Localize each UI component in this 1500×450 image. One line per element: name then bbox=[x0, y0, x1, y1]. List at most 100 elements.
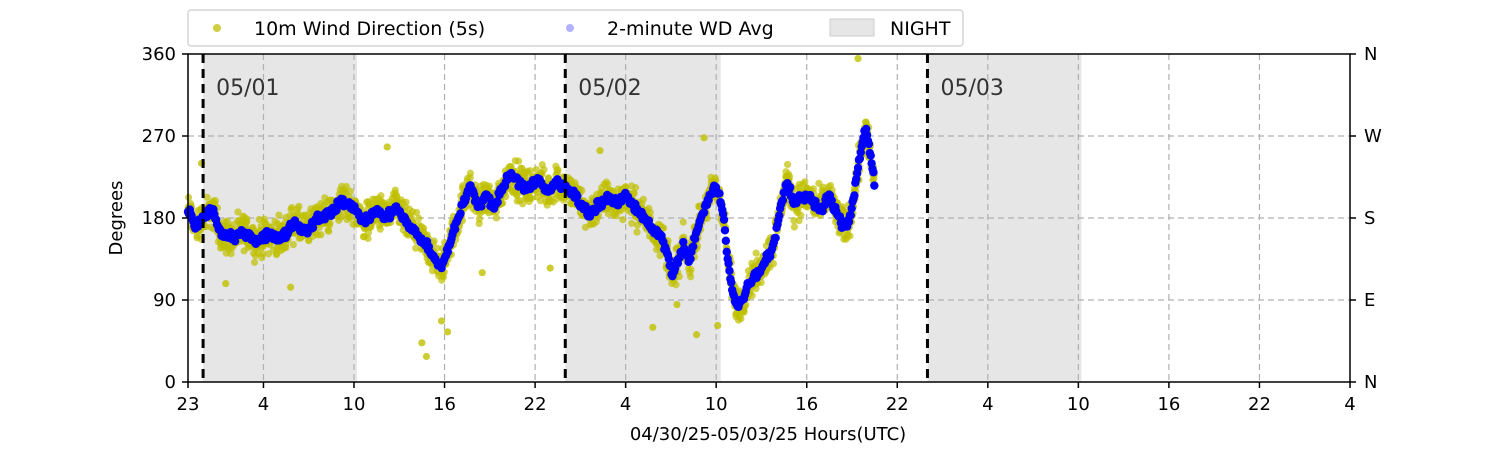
wd-avg-point-600 bbox=[727, 278, 736, 287]
wind-direction-point-859 bbox=[475, 219, 483, 228]
wind-direction-point-126 bbox=[227, 250, 235, 258]
x-tick-label-2: 10 bbox=[343, 394, 366, 415]
wind-direction-point-1459 bbox=[679, 218, 687, 226]
wd-avg-point-342 bbox=[493, 197, 502, 207]
wind-direction-point-148 bbox=[234, 208, 242, 216]
wind-direction-outlier-6 bbox=[692, 331, 701, 339]
wind-direction-point-1480 bbox=[686, 273, 695, 281]
y-right-label-3: W bbox=[1364, 126, 1382, 147]
legend-patch-night bbox=[829, 18, 875, 37]
legend-label-wind-direction: 10m Wind Direction (5s) bbox=[254, 18, 485, 40]
wd-avg-point-752 bbox=[864, 139, 874, 149]
wind-direction-point-937 bbox=[502, 192, 510, 201]
x-tick-label-13: 4 bbox=[1344, 394, 1355, 415]
legend: 10m Wind Direction (5s) 2-minute WD Avg … bbox=[187, 9, 964, 47]
wind-direction-outlier-3 bbox=[437, 317, 446, 325]
axis-ticks: 23 4 10 16 22 4 10 16 22 4 10 16 22 4 0 90 180 270 360 N E S W… bbox=[142, 44, 1382, 415]
wd-avg-point-653 bbox=[775, 211, 784, 220]
x-tick-label-12: 22 bbox=[1248, 394, 1271, 415]
wind-direction-outlier-5 bbox=[546, 264, 554, 272]
wd-avg-point-531 bbox=[664, 254, 673, 264]
wind-direction-point-1439 bbox=[672, 281, 680, 289]
wd-avg-point-665 bbox=[785, 183, 795, 192]
x-axis-title: 04/30/25-05/03/25 Hours(UTC) bbox=[630, 424, 906, 445]
wd-avg-point-754 bbox=[866, 151, 875, 160]
wind-direction-point-1772 bbox=[785, 172, 794, 181]
wd-avg-point-649 bbox=[771, 233, 780, 243]
wind-direction-outlier-1 bbox=[418, 339, 426, 347]
x-tick-label-11: 16 bbox=[1157, 394, 1180, 415]
wind-direction-outlier-14 bbox=[383, 143, 391, 151]
wd-avg-point-598 bbox=[725, 266, 734, 275]
wind-direction-point-695 bbox=[420, 224, 428, 232]
wind-direction-point-908 bbox=[492, 214, 501, 222]
wind-direction-point-1674 bbox=[752, 249, 760, 257]
wind-direction-point-1090 bbox=[554, 166, 562, 174]
x-tick-label-5: 4 bbox=[620, 394, 631, 415]
legend-label-wd-avg: 2-minute WD Avg bbox=[607, 18, 774, 40]
x-tick-label-7: 16 bbox=[795, 394, 818, 415]
wd-avg-point-592 bbox=[719, 215, 729, 224]
wind-direction-outlier-12 bbox=[222, 280, 230, 288]
wind-direction-outlier-13 bbox=[287, 283, 295, 291]
legend-marker-wd-avg bbox=[566, 24, 574, 32]
wd-avg-point-758 bbox=[870, 181, 879, 190]
legend-box bbox=[187, 9, 964, 47]
wd-avg-point-732 bbox=[846, 211, 855, 220]
wind-direction-point-888 bbox=[485, 182, 494, 190]
x-tick-label-9: 4 bbox=[982, 394, 993, 415]
wind-direction-point-133 bbox=[229, 221, 237, 229]
wd-avg-point-736 bbox=[850, 191, 859, 200]
y-right-label-2: S bbox=[1364, 208, 1375, 229]
y-axis-title: Degrees bbox=[106, 181, 127, 256]
wind-direction-point-310 bbox=[289, 240, 297, 249]
wind-direction-point-327 bbox=[295, 202, 303, 210]
wd-avg-point-301 bbox=[456, 209, 465, 218]
wd-avg-point-295 bbox=[450, 225, 460, 234]
wind-direction-point-1237 bbox=[604, 180, 612, 189]
wd-2min-avg-series bbox=[183, 124, 879, 312]
x-tick-label-0: 23 bbox=[177, 394, 200, 415]
date-label-2: 05/03 bbox=[940, 76, 1003, 101]
date-label-0: 05/01 bbox=[216, 76, 279, 101]
wd-avg-point-587 bbox=[715, 189, 724, 198]
wind-direction-outlier-9 bbox=[673, 300, 681, 309]
wd-avg-point-430 bbox=[573, 191, 582, 201]
wind-direction-point-1817 bbox=[801, 178, 809, 186]
date-label-1: 05/02 bbox=[578, 76, 641, 101]
wind-direction-point-1447 bbox=[675, 273, 683, 281]
wd-avg-point-547 bbox=[679, 237, 688, 247]
wind-direction-point-1315 bbox=[630, 189, 638, 198]
wind-direction-outlier-7 bbox=[714, 321, 722, 330]
wind-direction-point-1010 bbox=[527, 194, 535, 203]
wind-direction-outlier-4 bbox=[478, 269, 486, 277]
wind-direction-point-1724 bbox=[769, 260, 778, 268]
wind-direction-point-969 bbox=[513, 191, 521, 199]
wind-direction-point-1390 bbox=[656, 251, 664, 260]
legend-label-night: NIGHT bbox=[890, 18, 951, 40]
x-tick-label-4: 22 bbox=[524, 394, 547, 415]
wd-avg-point-570 bbox=[699, 208, 709, 217]
wind-direction-point-56 bbox=[203, 193, 211, 201]
wind-direction-point-1008 bbox=[526, 167, 534, 175]
wind-direction-outlier-15 bbox=[596, 146, 604, 155]
wind-direction-point-735 bbox=[433, 244, 441, 252]
wd-avg-point-597 bbox=[724, 259, 733, 268]
wind-direction-outlier-16 bbox=[700, 134, 708, 142]
x-tick-label-3: 16 bbox=[433, 394, 456, 415]
wind-direction-point-467 bbox=[342, 182, 351, 191]
wind-direction-point-986 bbox=[518, 200, 527, 208]
x-tick-label-6: 10 bbox=[705, 394, 728, 415]
wind-direction-point-117 bbox=[223, 217, 231, 225]
wind-direction-point-1786 bbox=[790, 223, 799, 231]
wd-avg-point-757 bbox=[869, 168, 878, 177]
wind-direction-point-174 bbox=[243, 215, 251, 223]
wd-avg-point-593 bbox=[720, 226, 730, 235]
wind-direction-point-1483 bbox=[687, 265, 695, 274]
wind-direction-point-724 bbox=[430, 237, 438, 245]
wind-direction-point-1318 bbox=[632, 183, 640, 192]
wind-direction-point-531 bbox=[364, 234, 372, 243]
wind-direction-point-1628 bbox=[737, 315, 745, 323]
wind-direction-point-393 bbox=[317, 231, 325, 239]
